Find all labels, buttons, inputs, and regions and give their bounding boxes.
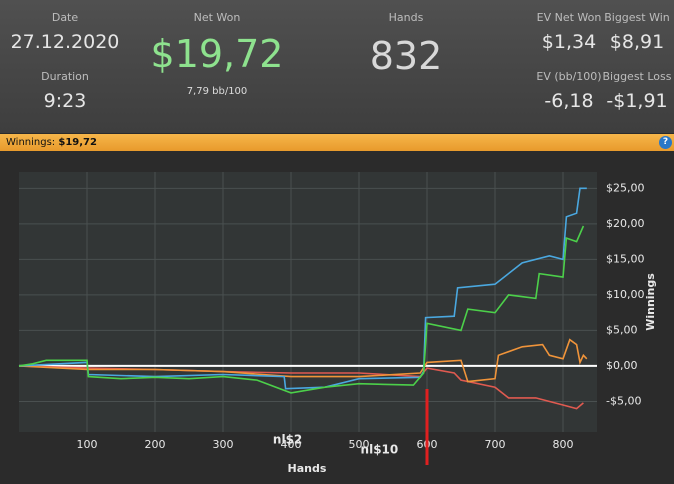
y-axis-label: Winnings <box>644 273 657 331</box>
x-tick-label: 200 <box>145 438 166 451</box>
bar-label: Winnings: <box>6 137 56 148</box>
x-tick-label: 400 <box>281 438 302 451</box>
annotation: nl$2 <box>273 433 302 447</box>
stat-label: Duration <box>41 70 89 83</box>
stat-label: Hands <box>388 11 424 24</box>
help-button[interactable]: ? <box>659 136 672 149</box>
chart: Hands Winnings $25,00 $20,00 $15,00 $10,00 $… <box>18 172 657 475</box>
y-tick-label: $25,00 <box>606 181 645 194</box>
stat-sub: 7,79 bb/100 <box>186 86 248 97</box>
hands-value: 832 <box>369 34 443 78</box>
x-tick-label: 500 <box>349 438 370 451</box>
x-axis-label: Hands <box>288 462 327 475</box>
stat-value: 27.12.2020 <box>10 31 120 53</box>
stat-label: EV Net Won <box>536 11 602 24</box>
x-tick-label: 100 <box>77 438 98 451</box>
winnings-bar: Winnings: $19,72 ? <box>0 134 674 151</box>
series-line <box>18 225 585 394</box>
stat-label: Biggest Loss <box>602 70 672 83</box>
annotation: nl$10 <box>361 443 399 457</box>
stat-label: Biggest Win <box>604 11 670 24</box>
y-tick-label: $10,00 <box>606 288 645 301</box>
net-won-value: $19,72 <box>150 32 284 76</box>
series-line <box>18 187 587 390</box>
y-tick-label: -$5,00 <box>606 394 641 407</box>
stat-label: Date <box>51 11 79 24</box>
x-tick-label: 700 <box>485 438 506 451</box>
x-tick-label: 800 <box>553 438 574 451</box>
stat-label: Net Won <box>193 11 241 24</box>
y-tick-label: $0,00 <box>606 359 638 372</box>
y-tick-label: $15,00 <box>606 252 645 265</box>
stat-value: -$1,91 <box>606 90 668 112</box>
series-line <box>18 338 588 383</box>
stat-value: $8,91 <box>609 31 665 53</box>
stat-value: -6,18 <box>544 90 594 112</box>
stat-value: $1,34 <box>541 31 597 53</box>
bar-value: $19,72 <box>58 137 97 148</box>
y-tick-label: $20,00 <box>606 217 645 230</box>
y-tick-label: $5,00 <box>606 323 638 336</box>
stat-label: EV (bb/100) <box>536 70 602 83</box>
x-tick-label: 300 <box>213 438 234 451</box>
plot-area <box>19 172 597 432</box>
stat-value: 9:23 <box>43 90 87 112</box>
stats-panel: Date 27.12.2020 Duration 9:23 Net Won $1… <box>0 0 674 133</box>
